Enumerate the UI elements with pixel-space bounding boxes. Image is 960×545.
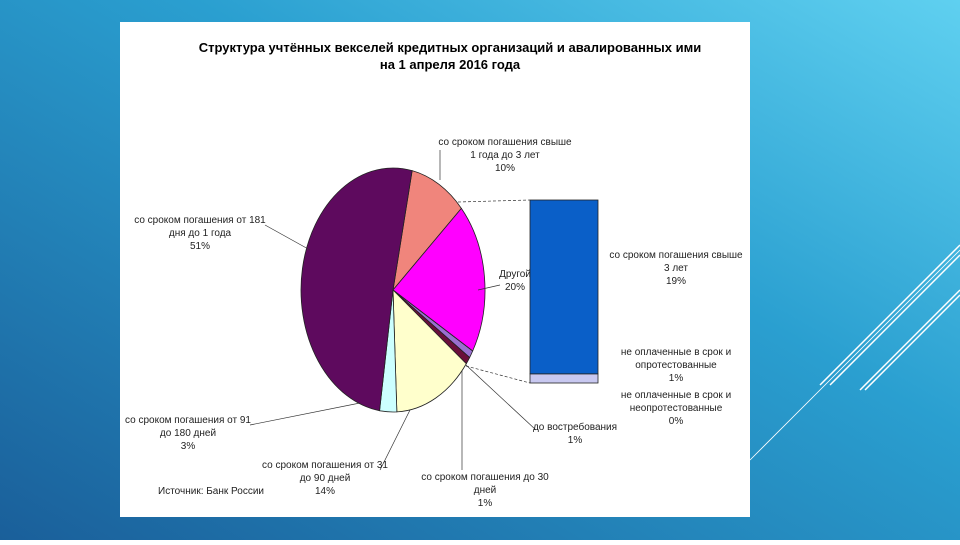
- slice-label: неопротестованные: [630, 403, 723, 414]
- slice-label: со сроком погашения от 91: [125, 415, 251, 426]
- slice-label: 1 года до 3 лет: [470, 150, 540, 161]
- slice-label: до 90 дней: [300, 473, 351, 484]
- pie-slice: [392, 207, 486, 352]
- connector: [457, 199, 531, 203]
- value-label: 0%: [669, 416, 684, 427]
- value-label: 3%: [181, 441, 196, 452]
- slice-label: 3 лет: [664, 263, 688, 274]
- value-label: 10%: [495, 163, 515, 174]
- slice-label: до востребования: [533, 421, 617, 433]
- chart: Структура учтённых векселей кредитных ор…: [125, 40, 743, 509]
- leader-line: [249, 399, 376, 426]
- value-label: 20%: [505, 282, 525, 293]
- decor-lines: [749, 244, 960, 461]
- slice-label: дней: [474, 485, 497, 496]
- chart-title: на 1 апреля 2016 года: [380, 57, 521, 72]
- slice-label: со сроком погашения свыше: [609, 250, 743, 261]
- connector: [465, 365, 531, 384]
- bar-segment: [529, 199, 599, 375]
- value-label: 1%: [669, 373, 684, 384]
- slice-label: не оплаченные в срок и: [621, 390, 731, 401]
- slice-label: со сроком погашения от 31: [262, 460, 388, 471]
- slice-label: дня до 1 года: [169, 228, 232, 239]
- pie-slice: [392, 288, 467, 413]
- leader-line: [477, 284, 501, 291]
- slice-label: со сроком погашения до 30: [421, 472, 549, 483]
- slice-label: со сроком погашения свыше: [438, 137, 572, 148]
- leader-line: [379, 409, 411, 471]
- slice-label: не оплаченные в срок и: [621, 347, 731, 358]
- chart-title: Структура учтённых векселей кредитных ор…: [199, 40, 701, 55]
- pie-slice: [392, 170, 462, 292]
- value-label: 1%: [568, 435, 583, 446]
- slice-label: со сроком погашения от 181: [134, 215, 266, 226]
- slice-label: опротестованные: [635, 360, 717, 371]
- source: Источник: Банк России: [158, 486, 264, 497]
- bar-segment: [529, 373, 599, 384]
- leader-line: [264, 224, 311, 251]
- slice-label: до 180 дней: [160, 428, 216, 439]
- value-label: 51%: [190, 241, 210, 252]
- slice-label: Другой: [499, 269, 531, 280]
- pie-slice: [300, 167, 413, 412]
- value-label: 14%: [315, 486, 335, 497]
- value-label: 1%: [478, 498, 493, 509]
- leader-line: [465, 364, 537, 431]
- value-label: 19%: [666, 276, 686, 287]
